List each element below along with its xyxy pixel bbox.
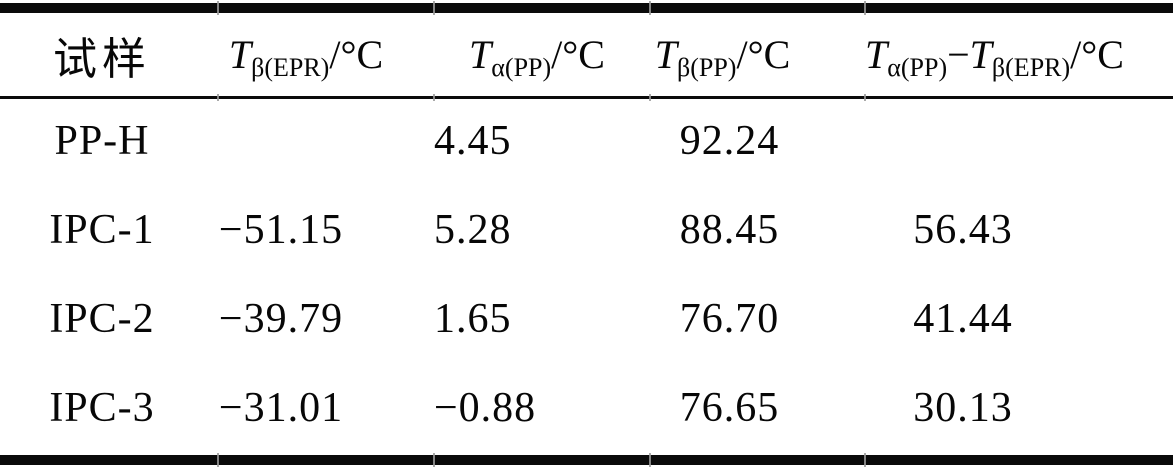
header-sample-label: 试样 — [53, 34, 151, 84]
header-row: 试样 Tβ(EPR)/°C Tα(PP)/°C Tβ(PP)/°C Tα(PP)… — [0, 13, 1173, 96]
value-cell: 56.43 — [913, 206, 1013, 253]
column-notch — [433, 1, 435, 15]
column-notch — [217, 1, 219, 15]
sample-cell: PP-H — [54, 117, 150, 164]
header-symbol: T — [654, 32, 677, 77]
header-symbol: T — [469, 32, 492, 77]
value-cell: 92.24 — [679, 117, 780, 164]
header-subscript: β(EPR) — [251, 53, 330, 82]
value-cell: 1.65 — [434, 295, 512, 342]
header-symbol: T — [865, 32, 888, 77]
header-unit: /°C — [736, 32, 791, 77]
sample-cell: IPC-2 — [49, 295, 155, 342]
minus-sign: − — [947, 32, 970, 77]
value-cell: −0.88 — [434, 384, 537, 431]
header-t-alpha-pp: Tα(PP)/°C — [434, 13, 650, 96]
header-symbol: T — [969, 32, 992, 77]
column-notch — [217, 94, 219, 101]
header-subscript: α(PP) — [491, 53, 552, 82]
header-subscript: β(PP) — [676, 53, 737, 82]
sample-cell: IPC-1 — [49, 206, 155, 253]
column-notch — [864, 1, 866, 15]
header-symbol: T — [228, 32, 252, 77]
table-row: IPC-2 −39.79 1.65 76.70 41.44 — [0, 274, 1173, 363]
header-unit: /°C — [329, 32, 384, 77]
value-cell: 76.65 — [679, 384, 780, 431]
table-top-rule — [0, 3, 1173, 13]
header-unit: /°C — [551, 32, 605, 77]
value-cell: −39.79 — [218, 295, 344, 342]
value-cell: 30.13 — [913, 384, 1013, 431]
header-sample: 试样 — [0, 13, 218, 96]
header-subscript: α(PP) — [887, 53, 948, 82]
column-notch — [649, 1, 651, 15]
column-notch — [649, 453, 651, 467]
table-row: IPC-1 −51.15 5.28 88.45 56.43 — [0, 185, 1173, 274]
column-notch — [433, 94, 435, 101]
column-notch — [433, 453, 435, 467]
header-unit: /°C — [1070, 32, 1124, 77]
value-cell: −31.01 — [218, 384, 344, 431]
transition-temperature-table: 试样 Tβ(EPR)/°C Tα(PP)/°C Tβ(PP)/°C Tα(PP)… — [0, 13, 1173, 452]
value-cell: 4.45 — [434, 117, 512, 164]
sample-cell: IPC-3 — [49, 384, 155, 431]
header-t-beta-epr: Tβ(EPR)/°C — [218, 13, 434, 96]
value-cell: 5.28 — [434, 206, 512, 253]
column-notch — [649, 94, 651, 101]
value-cell: 88.45 — [679, 206, 780, 253]
table-row: PP-H 4.45 92.24 — [0, 96, 1173, 185]
column-notch — [217, 453, 219, 467]
value-cell — [865, 96, 1173, 185]
value-cell: −51.15 — [218, 206, 344, 253]
column-notch — [864, 94, 866, 101]
header-t-beta-pp: Tβ(PP)/°C — [650, 13, 865, 96]
table-row: IPC-3 −31.01 −0.88 76.65 30.13 — [0, 363, 1173, 452]
table-header-rule — [0, 96, 1173, 99]
value-cell: 76.70 — [679, 295, 780, 342]
header-t-difference: Tα(PP)−Tβ(EPR)/°C — [865, 13, 1173, 96]
value-cell — [218, 96, 434, 185]
header-subscript: β(EPR) — [991, 53, 1071, 82]
table-bottom-rule — [0, 455, 1173, 465]
column-notch — [864, 453, 866, 467]
value-cell: 41.44 — [913, 295, 1013, 342]
